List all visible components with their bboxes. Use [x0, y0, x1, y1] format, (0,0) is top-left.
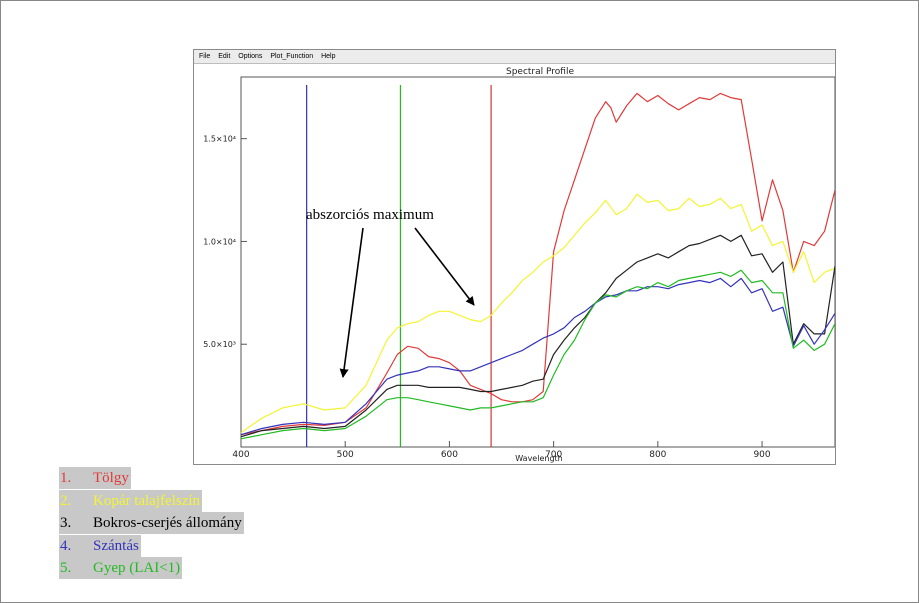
spectral-profile-plot: Spectral Profile 400 500 600 700 800 900 5.0×1…: [203, 67, 835, 463]
legend-item-4: 4. Szántás: [59, 534, 244, 558]
legend-item-5: 5. Gyep (LAI<1): [59, 557, 244, 580]
legend-number: 1.: [60, 470, 72, 486]
spectral-profile-window: File Edit Options Plot_Function Help Spe…: [193, 49, 836, 465]
legend: 1. Tölgy 2. Kopár talajfelszín 3. Bokros-cs…: [59, 467, 244, 580]
x-tick-label: 700: [545, 450, 562, 460]
legend-item-1: 1. Tölgy: [59, 467, 244, 490]
series-line-4: [240, 277, 835, 436]
x-tick-label: 900: [753, 450, 770, 460]
series-line-1: [240, 92, 835, 436]
menu-edit[interactable]: Edit: [218, 53, 231, 60]
legend-item-2-box: 2. Kopár talajfelszín: [59, 489, 203, 512]
legend-label: Tölgy: [93, 470, 129, 486]
series-line-5: [240, 269, 835, 440]
legend-item-3-box: 3. Bokros-cserjés állomány: [59, 512, 244, 534]
menu-plot-function[interactable]: Plot_Function: [270, 53, 314, 60]
menu-bar: File Edit Options Plot_Function Help: [194, 50, 835, 64]
menu-help[interactable]: Help: [321, 53, 336, 60]
legend-item-3: 3. Bokros-cserjés állomány: [59, 512, 244, 535]
x-tick-label: 800: [649, 450, 666, 460]
series-line-2: [240, 193, 835, 434]
legend-number: 2.: [60, 492, 72, 509]
plot-frame: [240, 76, 835, 448]
legend-label: Szántás: [93, 537, 139, 554]
legend-number: 5.: [60, 560, 72, 576]
y-tick-label: 1.0×10⁴: [203, 237, 236, 246]
chart-title: Spectral Profile: [506, 67, 574, 77]
menu-file[interactable]: File: [199, 53, 211, 60]
legend-item-1-box: 1. Tölgy: [59, 467, 131, 489]
x-axis-label: Wavelength: [515, 454, 562, 463]
legend-label: Gyep (LAI<1): [93, 560, 181, 576]
legend-item-5-box: 5. Gyep (LAI<1): [59, 557, 183, 579]
series-line-3: [240, 234, 835, 438]
menu-options[interactable]: Options: [238, 53, 263, 60]
y-tick-label: 1.5×10⁴: [203, 135, 236, 144]
legend-number: 3.: [60, 515, 72, 531]
legend-label: Kopár talajfelszín: [93, 492, 201, 509]
legend-item-4-box: 4. Szántás: [59, 534, 141, 557]
x-tick-label: 600: [441, 450, 458, 460]
legend-number: 4.: [60, 537, 72, 554]
x-tick-label: 500: [337, 450, 354, 460]
legend-label: Bokros-cserjés állomány: [93, 515, 242, 531]
x-tick-label: 400: [232, 450, 249, 460]
legend-item-2: 2. Kopár talajfelszín: [59, 489, 244, 513]
plot-area: 400 500 600 700 800 900 5.0×10³ 1.0×10⁴ 1.5×10⁴: [203, 76, 835, 460]
y-tick-label: 5.0×10³: [203, 340, 236, 349]
